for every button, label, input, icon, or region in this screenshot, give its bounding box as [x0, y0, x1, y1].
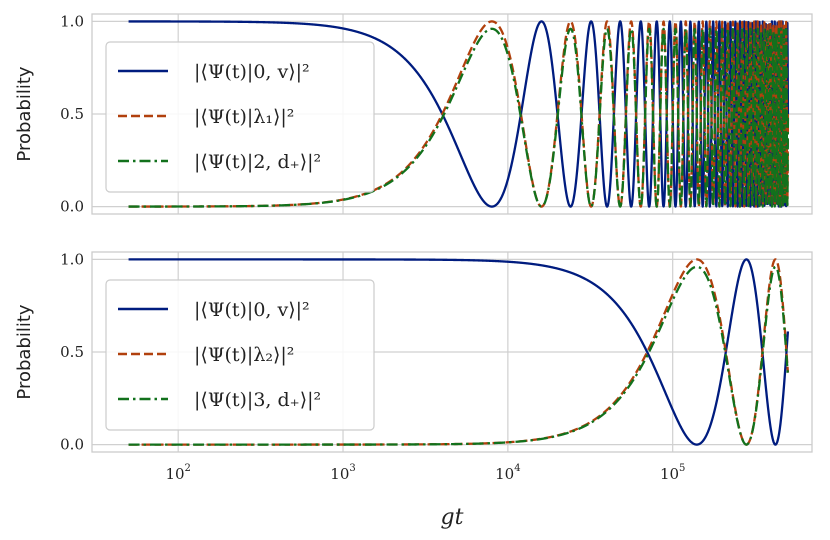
- legend-label: |⟨Ψ(t)|λ₂⟩|²: [194, 344, 294, 366]
- plot-frame: [91, 13, 813, 215]
- legend-label: |⟨Ψ(t)|0, v⟩|²: [194, 299, 310, 321]
- legend: |⟨Ψ(t)|0, v⟩|² |⟨Ψ(t)|λ₁⟩|² |⟨Ψ(t)|2, d₊⟩|…: [105, 41, 375, 193]
- x-tick-base: 10: [330, 465, 349, 483]
- x-tick-base: 10: [495, 465, 514, 483]
- legend-label: |⟨Ψ(t)|0, v⟩|²: [194, 61, 310, 83]
- y-tick-label: 0.0: [60, 198, 84, 216]
- y-tick-label: 0.5: [60, 343, 84, 361]
- y-axis-label: Probability: [14, 304, 35, 399]
- legend-box: [105, 279, 375, 431]
- legend-label: |⟨Ψ(t)|λ₁⟩|²: [194, 106, 294, 128]
- y-tick-label: 0.0: [60, 436, 84, 454]
- series-line-2: [127, 265, 790, 446]
- legend-box: [105, 41, 375, 193]
- x-tick-exp: 5: [679, 463, 685, 474]
- x-axis-label: gt: [441, 505, 464, 530]
- x-tick-label: 104: [495, 463, 520, 483]
- y-tick-label: 0.5: [60, 105, 84, 123]
- series-line-0: [127, 258, 790, 446]
- x-tick-base: 10: [660, 465, 679, 483]
- y-axis-label: Probability: [14, 66, 35, 161]
- plot-frame: [91, 251, 813, 453]
- x-tick-label: 103: [330, 463, 355, 483]
- y-tick-label: 1.0: [60, 12, 84, 30]
- series-line-2: [127, 27, 790, 208]
- x-tick-label: 105: [660, 463, 685, 483]
- x-tick-base: 10: [165, 465, 184, 483]
- x-tick-label: 102: [165, 463, 190, 483]
- x-tick-exp: 2: [185, 463, 191, 474]
- legend: |⟨Ψ(t)|0, v⟩|² |⟨Ψ(t)|λ₂⟩|² |⟨Ψ(t)|3, d₊⟩|…: [105, 279, 375, 431]
- x-tick-exp: 3: [349, 463, 355, 474]
- x-tick-exp: 4: [514, 463, 520, 474]
- y-tick-label: 1.0: [60, 250, 84, 268]
- legend-label: |⟨Ψ(t)|2, d₊⟩|²: [194, 151, 321, 173]
- legend-label: |⟨Ψ(t)|3, d₊⟩|²: [194, 389, 321, 411]
